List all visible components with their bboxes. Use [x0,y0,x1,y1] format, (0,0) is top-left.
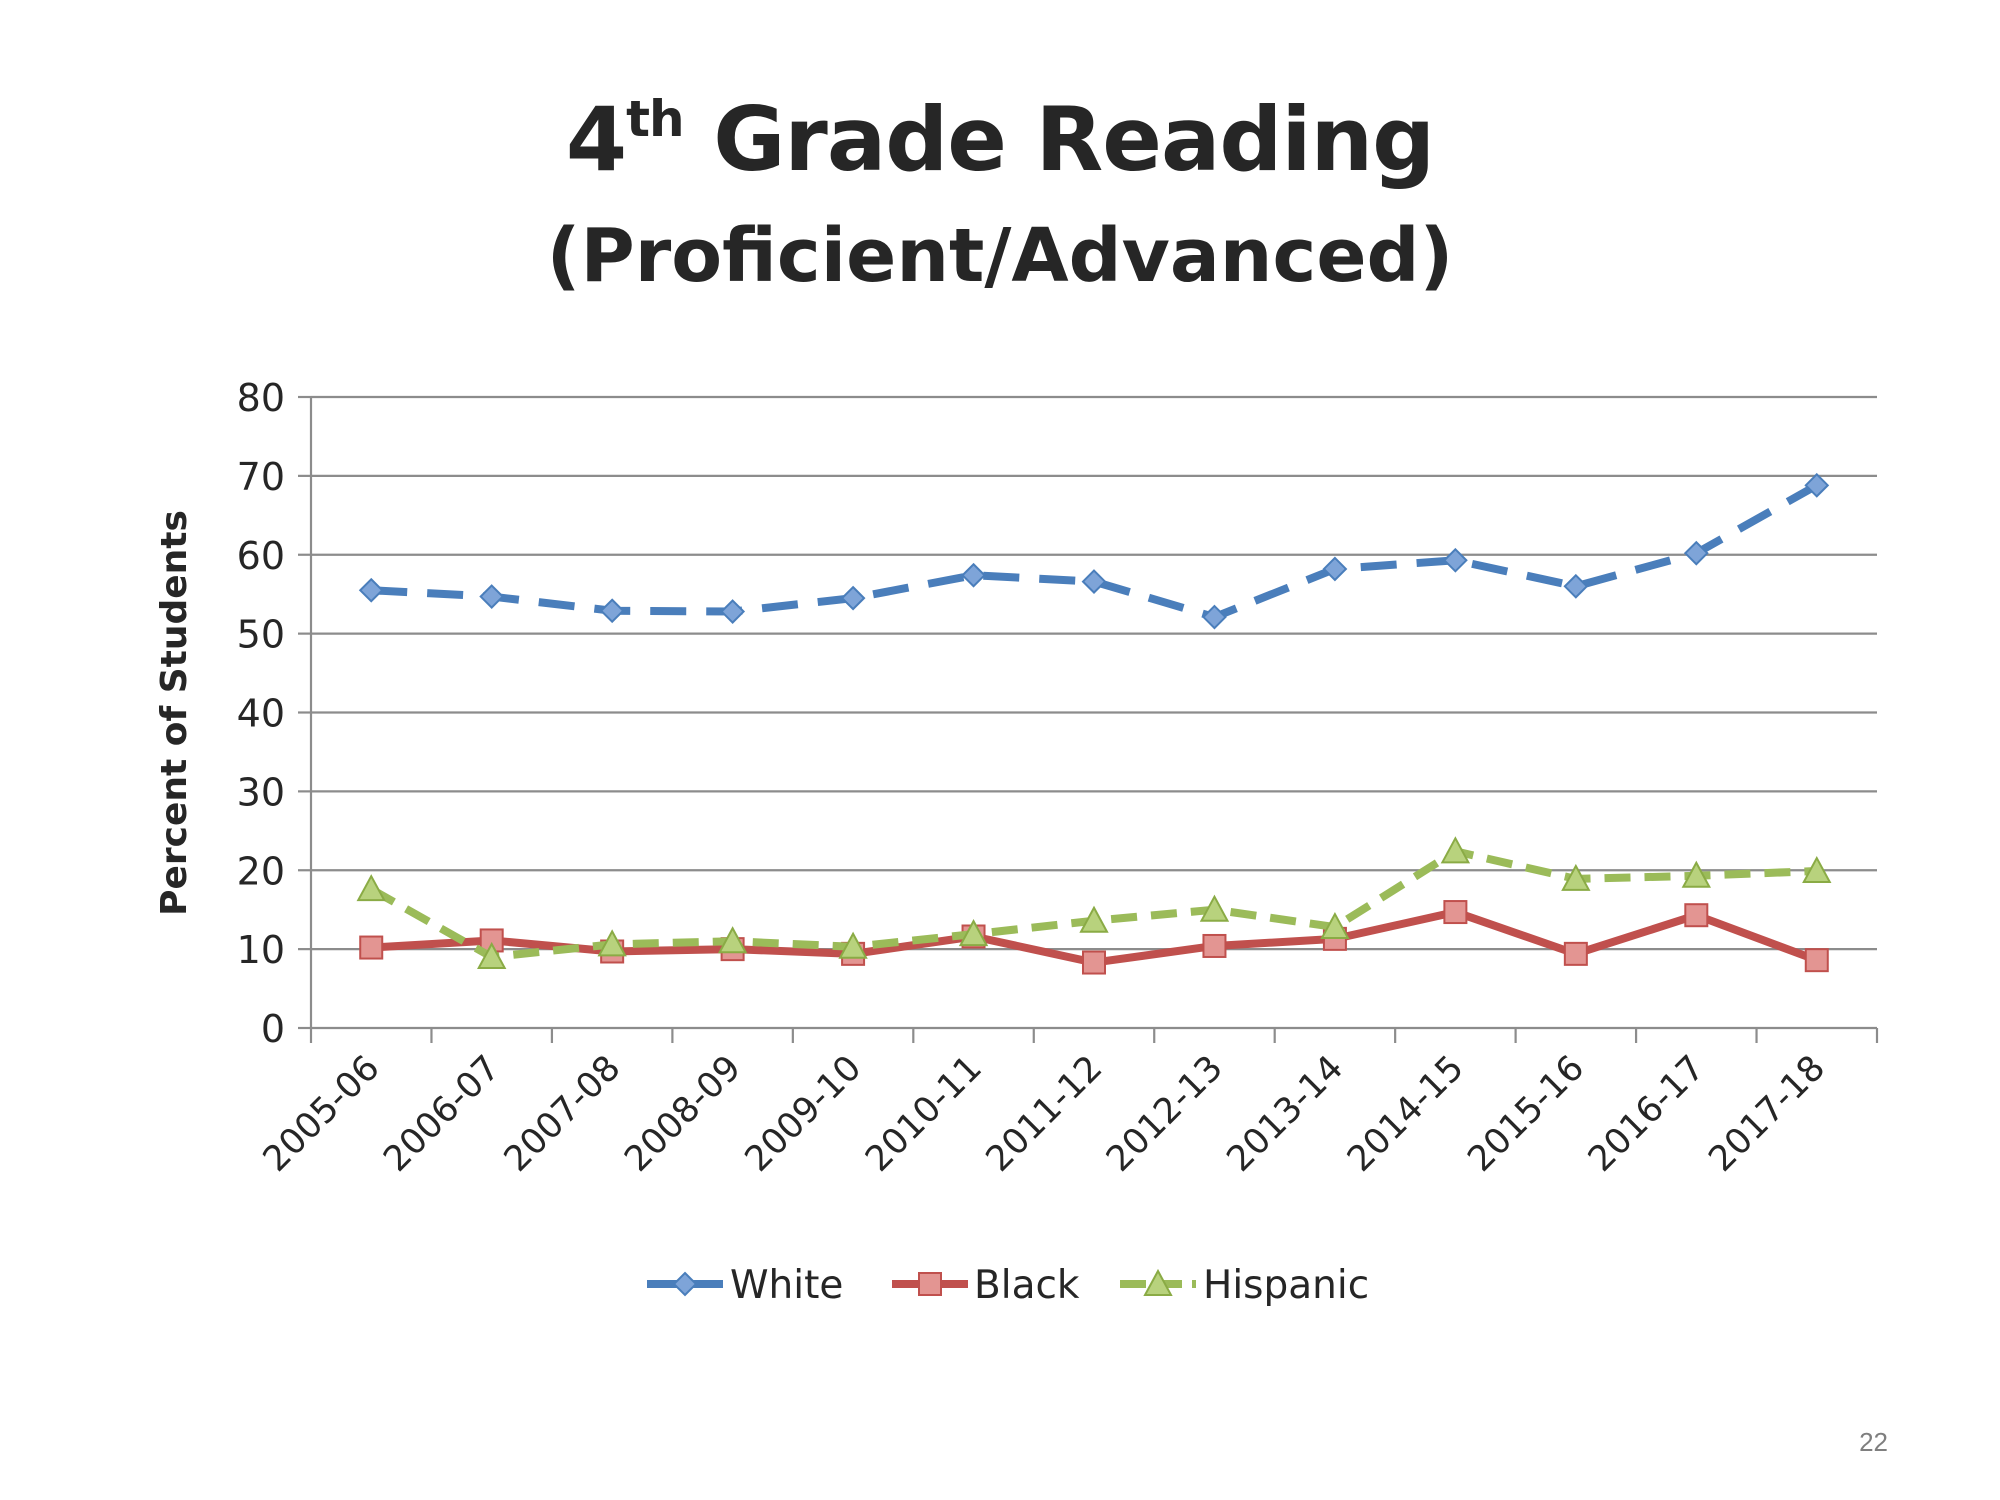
data-point-square [918,1272,942,1296]
data-point-triangle [597,929,627,957]
data-point-triangle [1561,863,1591,891]
data-point-diamond [358,577,384,603]
data-point-triangle [1320,911,1350,940]
data-point-diamond [1081,569,1107,594]
x-tick-label: 2011-12 [979,1048,1111,1180]
x-tick-label: 2005-06 [256,1048,388,1180]
series-line [371,481,1819,622]
x-tick-label: 2016-17 [1581,1048,1713,1180]
data-point-triangle [1143,1268,1173,1296]
data-point-square [359,935,384,960]
series-white [358,472,1830,630]
x-tick-label: 2014-15 [1340,1048,1472,1180]
legend-label: White [730,1263,843,1308]
x-tick-label: 2010-11 [858,1048,990,1180]
x-tick-label: 2015-16 [1461,1048,1593,1180]
y-tick-label: 20 [237,849,285,893]
data-point-diamond [961,562,986,588]
page-number: 22 [1859,1427,1888,1457]
legend-item-white: White [647,1263,843,1308]
series-group [356,472,1832,975]
legend-item-black: Black [892,1263,1080,1308]
data-point-diamond [1202,604,1227,630]
title-main-text: 4 [565,88,627,191]
y-tick-label: 60 [237,534,285,578]
data-point-triangle [1440,836,1471,864]
y-tick-label: 40 [237,692,285,736]
x-tick-label: 2012-13 [1099,1048,1231,1180]
data-point-triangle [1079,905,1109,933]
y-axis-label: Percent of Students [154,510,195,916]
data-point-square [1804,948,1829,973]
axes [309,397,1877,1030]
data-point-triangle [1802,855,1832,884]
data-point-triangle [958,919,989,947]
y-tick-label: 10 [237,928,285,972]
data-point-diamond [840,585,866,611]
gridlines [311,395,1877,951]
data-point-triangle [477,941,507,970]
y-tick-label: 50 [237,613,285,657]
series-line [369,847,1817,962]
y-tick-label: 0 [261,1007,285,1051]
legend-label: Hispanic [1203,1263,1369,1308]
slide-subtitle: (Proficient/Advanced) [546,213,1454,299]
data-point-triangle [356,874,386,902]
y-tick-label: 70 [237,455,285,499]
data-point-square [1443,900,1468,925]
data-point-diamond [479,584,505,609]
data-point-diamond [1563,573,1589,599]
title-rest-text: Grade Reading [683,88,1435,191]
data-point-diamond [1322,556,1348,582]
y-tick-label: 30 [237,770,285,814]
data-point-diamond [1683,540,1709,566]
data-point-triangle [1681,860,1711,888]
y-tick-label: 80 [237,376,285,420]
x-tick-label: 2009-10 [738,1048,870,1180]
x-tick-label: 2007-08 [497,1048,629,1180]
y-axis-ticks: 0 10 20 30 40 50 60 70 80 [237,376,311,1051]
legend-item-hispanic: Hispanic [1120,1263,1369,1308]
data-point-square [1202,933,1227,958]
legend: White Black Hispanic [647,1263,1369,1308]
x-tick-label: 2008-09 [617,1048,749,1180]
data-point-diamond [720,599,746,624]
x-axis-ticks: 2005-062006-072007-082008-092009-102010-… [256,1028,1879,1180]
data-point-diamond [1804,472,1830,498]
data-point-diamond [1442,547,1468,573]
data-point-triangle [838,931,868,959]
slide-title: 4th Grade Reading [0,88,2000,191]
data-point-triangle [717,926,748,954]
data-point-square [1082,950,1106,975]
data-point-square [1563,941,1588,966]
data-point-diamond [672,1271,698,1297]
data-point-triangle [1199,894,1230,922]
title-superscript: th [626,90,684,148]
legend-label: Black [974,1263,1080,1308]
x-tick-label: 2013-14 [1220,1048,1352,1180]
x-tick-label: 2017-18 [1701,1048,1833,1180]
series-hispanic [356,836,1832,970]
data-point-diamond [599,598,625,624]
x-tick-label: 2006-07 [376,1048,508,1180]
data-point-square [1684,903,1709,928]
